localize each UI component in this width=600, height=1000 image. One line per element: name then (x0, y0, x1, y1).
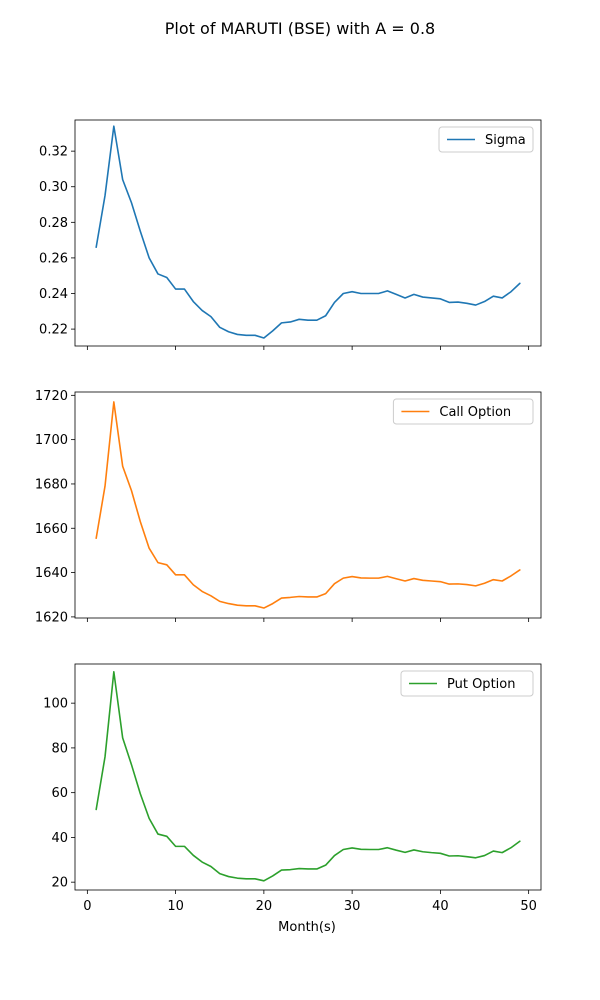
axes-frame (74, 119, 542, 347)
y-tick-label: 100 (43, 697, 68, 712)
legend: Call Option (392, 398, 534, 425)
legend-label: Sigma (485, 133, 526, 148)
y-tick-label: 40 (51, 831, 68, 846)
legend-box (392, 398, 534, 425)
legend: Put Option (400, 670, 534, 697)
y-tick-label: 0.22 (39, 323, 68, 338)
y-tick-label: 20 (51, 876, 68, 891)
y-tick-label: 0.32 (39, 145, 68, 160)
series-line-sigma (95, 125, 521, 339)
y-tick-label: 0.30 (39, 180, 68, 195)
legend: Sigma (438, 126, 534, 153)
y-tick-label: 1720 (35, 389, 68, 404)
x-tick-label: 20 (256, 899, 273, 914)
y-tick-label: 60 (51, 786, 68, 801)
x-tick-label: 0 (83, 899, 91, 914)
axes-frame (74, 391, 542, 619)
series-line-put-option (95, 671, 521, 882)
y-tick-label: 1640 (35, 566, 68, 581)
axes-frame (74, 663, 542, 891)
panels: 0.22 0.24 0.26 0.28 0.30 0.32 Sigma 1620 1640 166… (35, 119, 542, 914)
x-tick-label: 50 (520, 899, 537, 914)
series-line-call-option (95, 401, 521, 609)
y-tick-label: 1680 (35, 477, 68, 492)
legend-label: Call Option (439, 405, 511, 420)
x-tick-label: 30 (344, 899, 361, 914)
legend-box (438, 126, 534, 153)
x-axis-label: Month(s) (278, 920, 336, 935)
legend-label: Put Option (447, 677, 515, 692)
y-tick-label: 1660 (35, 522, 68, 537)
subplot-sigma: 0.22 0.24 0.26 0.28 0.30 0.32 Sigma (39, 119, 542, 350)
y-tick-label: 1620 (35, 610, 68, 625)
x-tick-label: 40 (432, 899, 449, 914)
y-tick-label: 0.26 (39, 251, 68, 266)
y-tick-label: 80 (51, 741, 68, 756)
legend-box (400, 670, 534, 697)
subplot-call-option: 1620 1640 1660 1680 1700 1720 Call Option (35, 389, 542, 625)
chart-title: Plot of MARUTI (BSE) with A = 0.8 (165, 19, 435, 38)
y-tick-label: 0.28 (39, 216, 68, 231)
subplot-put-option: 20 40 60 80 100 0 10 20 30 40 50 Put Option (43, 663, 542, 914)
y-tick-label: 1700 (35, 433, 68, 448)
x-tick-label: 10 (167, 899, 184, 914)
y-tick-label: 0.24 (39, 287, 68, 302)
